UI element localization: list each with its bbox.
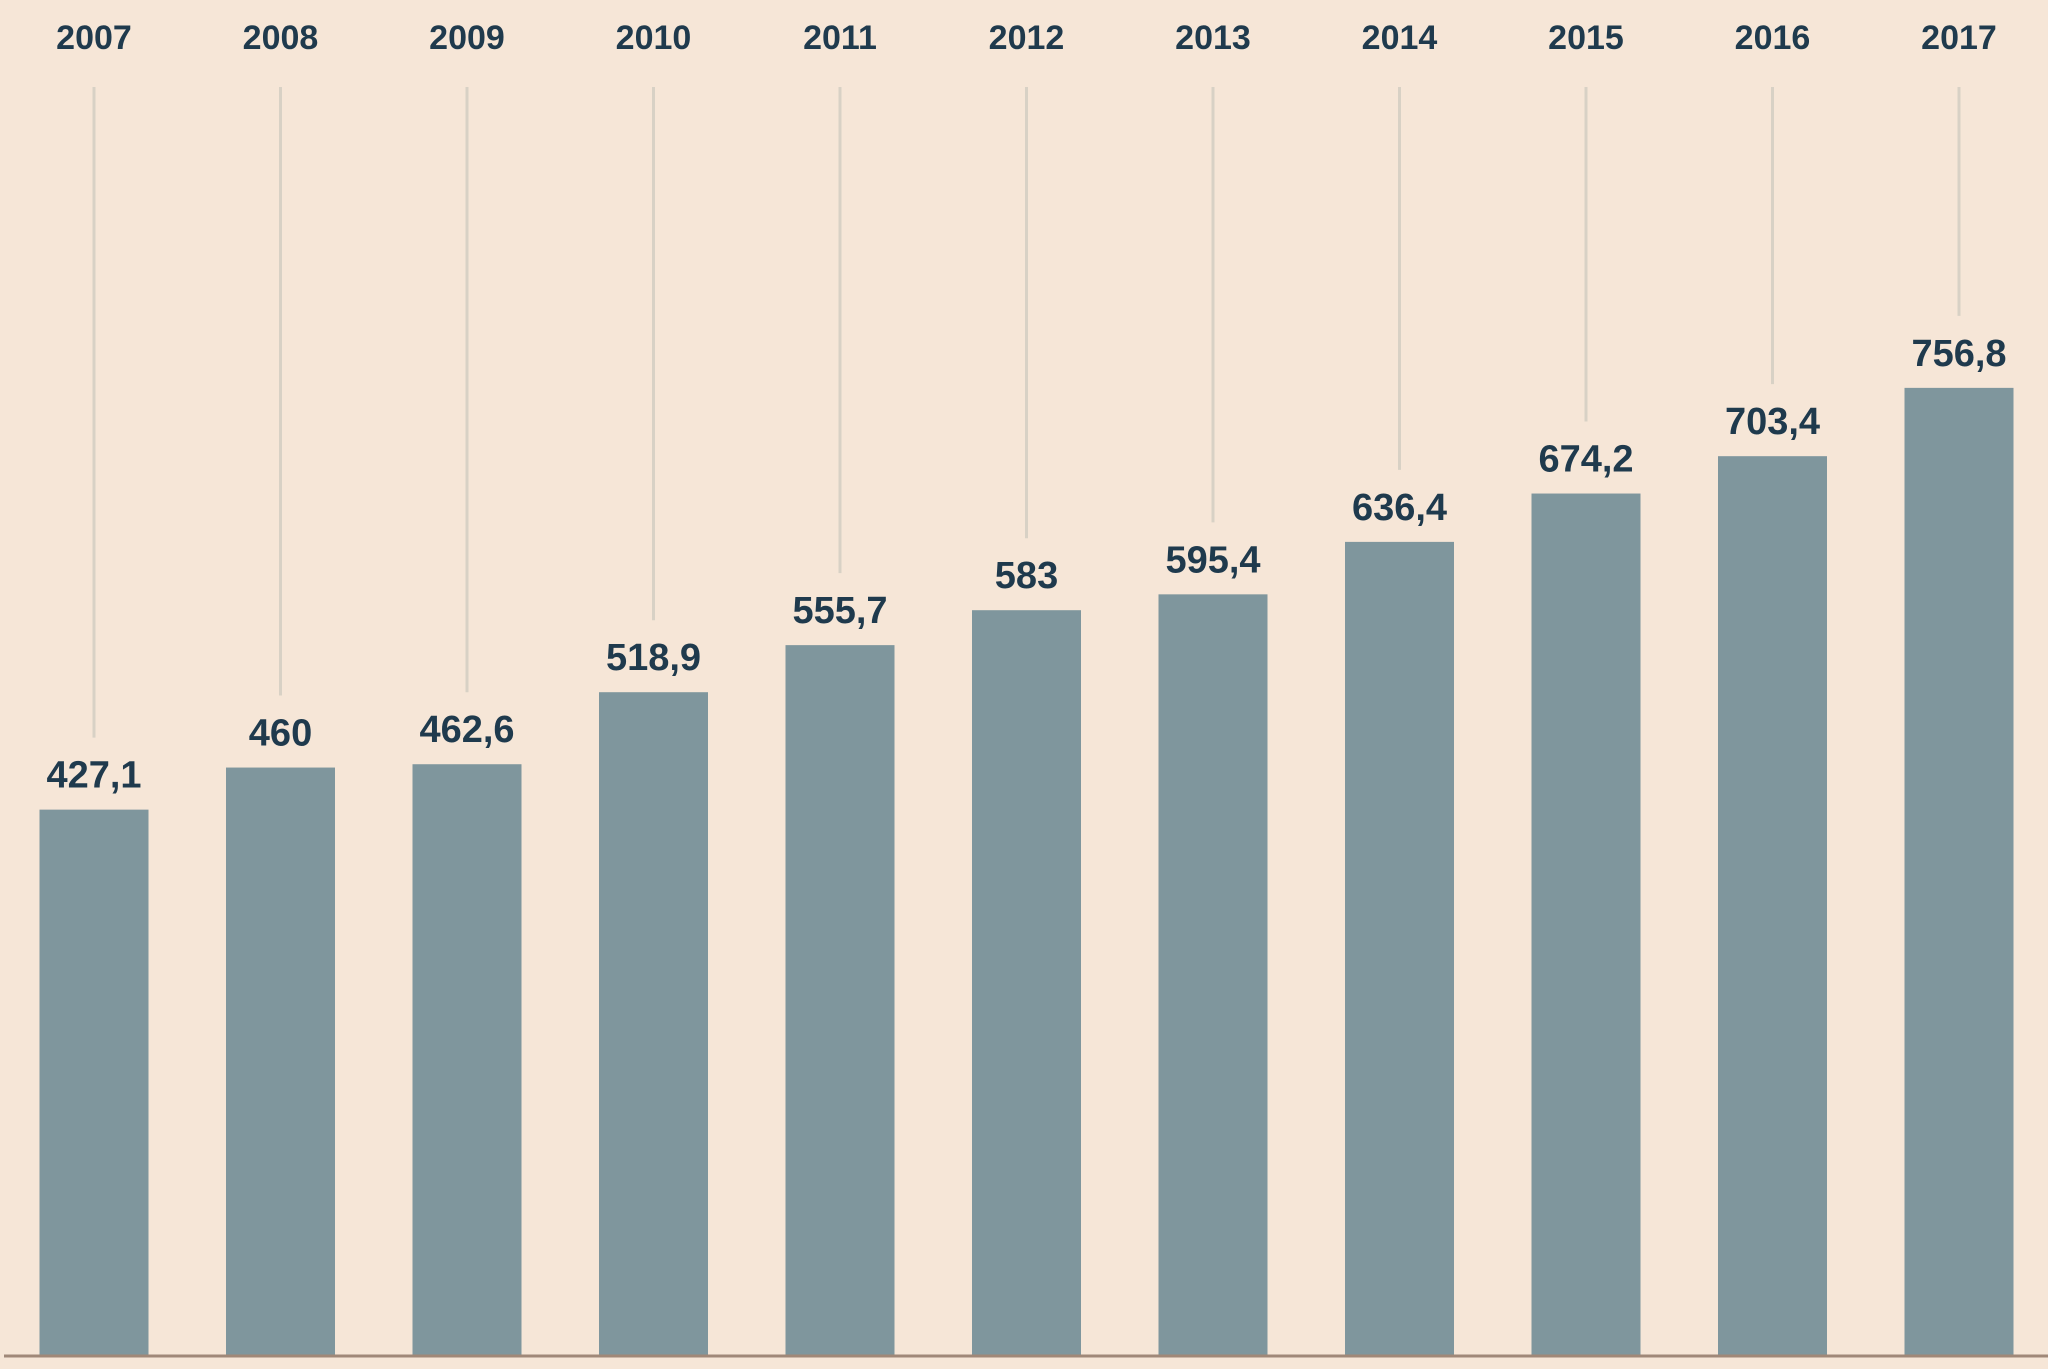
value-label-2016: 703,4 [1725, 401, 1820, 443]
bar-2009 [412, 764, 522, 1356]
value-label-2013: 595,4 [1165, 539, 1260, 581]
year-label-2011: 2011 [803, 19, 877, 57]
year-label-2010: 2010 [616, 19, 692, 57]
year-label-2009: 2009 [429, 19, 505, 57]
year-label-2008: 2008 [243, 19, 319, 57]
bar-2013 [1158, 594, 1268, 1356]
value-label-2008: 460 [249, 713, 312, 755]
value-label-2009: 462,6 [419, 709, 514, 751]
bar-2017 [1904, 387, 2014, 1356]
year-labels: 2007 2008 2009 2010 2011 2012 2013 2014 2015 2016… [56, 19, 1997, 57]
bar-2007 [39, 809, 149, 1356]
guide-lines [92, 87, 1961, 738]
bar-2010 [599, 692, 708, 1356]
value-labels: 427,1 460 462,6 518,9 555,7 583 595,4 636,4 674,… [46, 333, 2006, 797]
bars [39, 387, 2014, 1357]
bar-2008 [226, 767, 335, 1356]
bar-2015 [1531, 493, 1641, 1356]
value-label-2010: 518,9 [606, 637, 701, 679]
value-label-2007: 427,1 [46, 755, 141, 797]
value-label-2012: 583 [995, 555, 1058, 597]
value-label-2015: 674,2 [1538, 439, 1633, 481]
value-label-2014: 636,4 [1352, 487, 1447, 529]
year-label-2007: 2007 [56, 19, 132, 57]
bar-2014 [1345, 541, 1454, 1356]
bar-2016 [1718, 456, 1827, 1357]
year-label-2012: 2012 [989, 19, 1065, 57]
year-label-2014: 2014 [1362, 19, 1438, 57]
year-label-2017: 2017 [1921, 19, 1997, 57]
bar-2011 [785, 645, 895, 1356]
year-label-2015: 2015 [1548, 19, 1624, 57]
value-label-2011: 555,7 [792, 590, 887, 632]
value-label-2017: 756,8 [1911, 333, 2006, 375]
year-label-2013: 2013 [1175, 19, 1251, 57]
year-label-2016: 2016 [1735, 19, 1811, 57]
bar-2012 [972, 610, 1081, 1356]
